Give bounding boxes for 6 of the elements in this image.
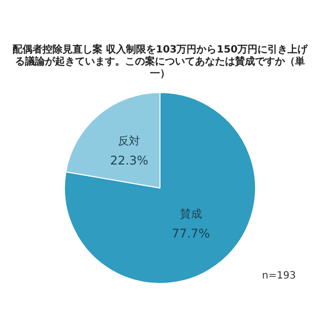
chart-title: 配偶者控除見直し案 収入制限を103万円から150万円に引き上げる議論が起きています。この案についてあなたは賛成ですか（単一） <box>12 44 309 80</box>
data-label: 77.7% <box>172 226 210 241</box>
data-label: 22.3% <box>110 154 148 168</box>
slice-label: 反対 <box>118 134 140 148</box>
slice-label: 賛成 <box>180 207 202 220</box>
text: n=193 <box>262 270 296 282</box>
